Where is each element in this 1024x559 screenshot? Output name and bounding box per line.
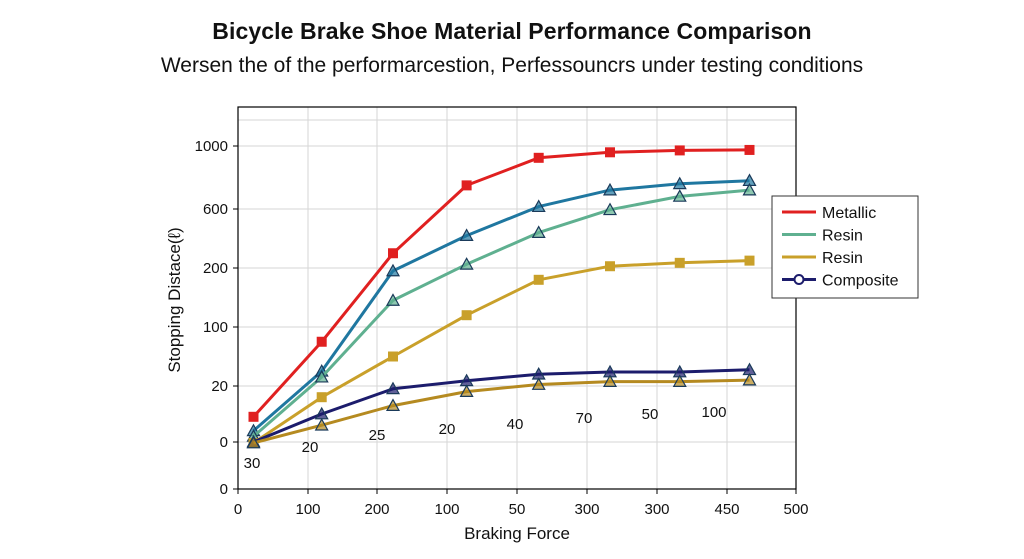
data-point	[531, 199, 546, 213]
x-tick-label: 200	[364, 501, 389, 518]
data-point	[459, 257, 474, 270]
tick-labels: 0 100 200 100 50 300 300 450 5000020100200600100…	[195, 138, 809, 518]
x-tick-label: 450	[714, 501, 739, 518]
data-point	[605, 261, 615, 272]
legend-label: Resin	[822, 228, 863, 245]
legend-label: Metallic	[822, 205, 876, 222]
data-point	[459, 228, 474, 241]
series-line	[252, 179, 750, 432]
point-annotation: 20	[439, 421, 456, 438]
data-point	[533, 274, 544, 285]
data-point	[316, 336, 327, 347]
chart-subtitle: Wersen the of the performarcestion, Perf…	[160, 54, 864, 77]
data-point	[744, 255, 755, 266]
data-point	[744, 144, 755, 155]
point-annotation: 25	[369, 427, 386, 444]
series-lines	[246, 144, 757, 449]
data-point	[602, 202, 618, 216]
legend-marker	[793, 274, 805, 285]
data-point	[314, 369, 329, 383]
point-annotation: 70	[576, 410, 593, 427]
data-point	[672, 374, 687, 387]
x-tick-label: 300	[574, 501, 599, 518]
data-point	[385, 381, 401, 395]
y-tick-label: 0	[220, 434, 228, 451]
legend-label: Resin	[822, 250, 863, 267]
point-annotation: 40	[507, 416, 524, 433]
data-point	[461, 180, 472, 191]
data-point	[314, 417, 329, 431]
y-tick-label: 0	[220, 481, 228, 498]
legend-label: Composite	[822, 273, 899, 290]
series-line	[252, 259, 750, 445]
data-point	[531, 377, 546, 390]
y-tick-label: 100	[203, 319, 228, 336]
data-point	[461, 310, 472, 321]
series-line	[252, 188, 750, 438]
point-annotation: 30	[244, 455, 261, 472]
data-point	[602, 182, 618, 196]
legend: Metallic Resin Resin Composite	[771, 195, 919, 299]
data-point	[742, 182, 757, 196]
x-tick-label: 0	[234, 501, 242, 518]
point-annotation: 20	[302, 439, 319, 456]
y-tick-label: 600	[203, 201, 228, 218]
y-tick-label: 200	[203, 260, 228, 277]
data-point	[388, 351, 398, 362]
y-tick-label: 20	[211, 378, 228, 395]
data-point	[674, 145, 685, 156]
data-point	[605, 147, 615, 158]
y-axis-title: Stopping Distace(ℓ)	[165, 227, 184, 372]
data-point	[388, 248, 398, 259]
data-point	[531, 225, 546, 238]
x-tick-label: 500	[783, 501, 808, 518]
data-point	[742, 372, 757, 386]
data-point	[533, 152, 544, 163]
data-point	[385, 398, 401, 411]
point-annotation: 100	[701, 404, 726, 421]
x-tick-label: 100	[434, 501, 459, 518]
x-tick-label: 300	[644, 501, 669, 518]
point-annotation: 50	[642, 406, 659, 423]
data-point	[672, 189, 687, 202]
data-point	[672, 176, 687, 190]
data-point	[385, 263, 401, 277]
data-point	[674, 257, 685, 268]
y-tick-label: 1000	[195, 138, 228, 155]
series-line	[252, 368, 750, 444]
x-axis-title: Braking Force	[464, 524, 570, 543]
x-tick-label: 50	[509, 501, 526, 518]
series-line	[252, 148, 750, 418]
data-point	[602, 374, 618, 387]
data-point	[248, 411, 259, 422]
x-tick-label: 100	[295, 501, 320, 518]
annotations: 30 20 25 20 40 70 50 100	[244, 404, 727, 472]
chart-title: Bicycle Brake Shoe Material Performance …	[212, 18, 812, 44]
grid	[238, 107, 796, 489]
data-point	[385, 293, 401, 306]
data-point	[246, 435, 261, 449]
data-point	[316, 392, 327, 403]
series-line	[253, 378, 750, 445]
data-point	[459, 384, 474, 397]
